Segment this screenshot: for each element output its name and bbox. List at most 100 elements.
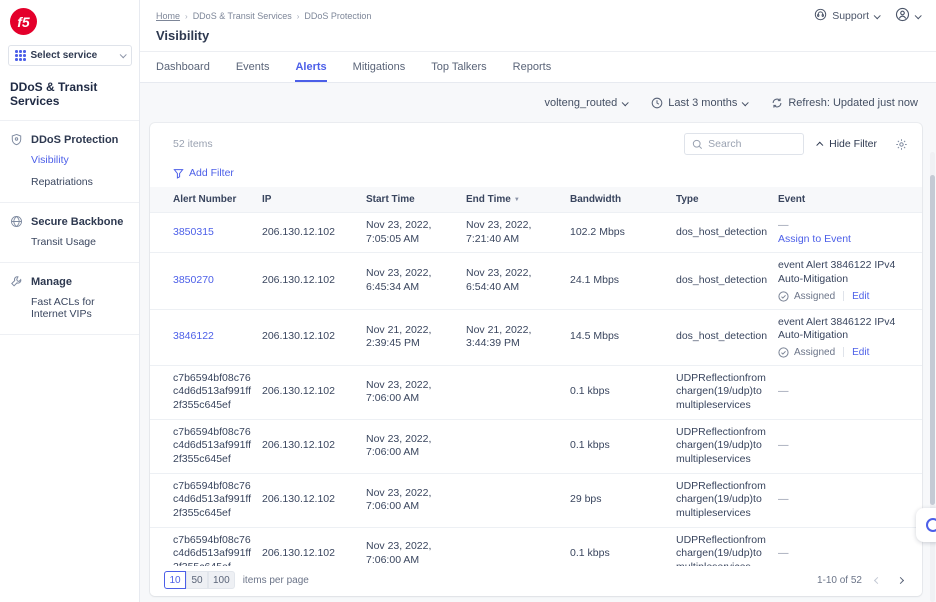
help-widget[interactable] [916, 508, 936, 542]
sidebar-heading-ddos-protection[interactable]: DDoS Protection [0, 130, 139, 149]
select-service-label: Select service [30, 50, 98, 61]
sidebar-section-secure-backbone: Secure Backbone Transit Usage [0, 202, 139, 262]
topbar: Home › DDoS & Transit Services › DDoS Protec… [140, 0, 936, 52]
cell-type: UDPReflectionfromchargen(19/udp)tomultip… [676, 364, 778, 420]
time-range-dropdown[interactable]: Last 3 months [651, 97, 750, 109]
sidebar-item-fast-acls-for-internet-vips[interactable]: Fast ACLs for Internet VIPs [31, 296, 95, 320]
cell-start-time: Nov 23, 2022, 6:45:34 AM [366, 252, 466, 310]
alert-link[interactable]: 3846122 [173, 330, 214, 343]
chevron-up-icon [816, 141, 824, 149]
hide-filter-label: Hide Filter [829, 138, 877, 150]
service-selector-dropdown[interactable]: volteng_routed [544, 97, 630, 109]
table-row: 3850315 206.130.12.102 Nov 23, 2022, 7:05:… [150, 211, 922, 253]
assign-to-event-link[interactable]: Assign to Event [778, 232, 851, 245]
search-box[interactable] [684, 133, 805, 155]
cell-bandwidth: 0.1 kbps [570, 526, 676, 566]
tab-mitigations[interactable]: Mitigations [352, 61, 406, 73]
table-row: c7b6594bf08c76c4d6d513af991ff2f355c645ef… [150, 526, 922, 566]
refresh-button[interactable]: Refresh: Updated just now [771, 97, 918, 109]
refresh-icon [771, 97, 783, 109]
breadcrumb: Home › DDoS & Transit Services › DDoS Protec… [156, 11, 371, 21]
cell-ip: 206.130.12.102 [262, 252, 366, 310]
alert-link[interactable]: 3850315 [173, 225, 214, 238]
cell-event: — [778, 472, 922, 528]
select-service-dropdown[interactable]: Select service [8, 45, 132, 66]
event-dash: — [778, 547, 789, 560]
cell-alert-number: 3846122 [150, 308, 262, 366]
f5-logo[interactable]: f5 [10, 8, 37, 35]
edit-event-link[interactable]: Edit [852, 346, 870, 358]
page-title: Visibility [156, 28, 210, 43]
column-header-type[interactable]: Type [676, 187, 778, 213]
add-filter-button[interactable]: Add Filter [173, 167, 922, 179]
items-count: 52 items [173, 138, 213, 150]
cell-bandwidth: 24.1 Mbps [570, 252, 676, 310]
sort-icon: ▼ [513, 197, 520, 203]
chevron-left-icon [873, 576, 882, 584]
chevron-down-icon [914, 11, 922, 19]
divider [843, 291, 845, 302]
service-selector-value: volteng_routed [544, 97, 618, 109]
cell-alert-number: c7b6594bf08c76c4d6d513af991ff2f355c645ef [150, 526, 262, 566]
page-size-100[interactable]: 100 [208, 571, 235, 589]
sidebar-heading-secure-backbone[interactable]: Secure Backbone [0, 212, 139, 231]
column-header-start-time[interactable]: Start Time [366, 187, 466, 213]
cell-ip: 206.130.12.102 [262, 418, 366, 474]
cell-start-time: Nov 23, 2022, 7:06:00 AM [366, 526, 466, 566]
event-title: event Alert 3846122 IPv4 Auto-Mitigation [778, 315, 896, 342]
prev-page-button[interactable] [870, 576, 885, 585]
sidebar-heading-label: Manage [31, 275, 72, 288]
cell-alert-number: c7b6594bf08c76c4d6d513af991ff2f355c645ef [150, 364, 262, 420]
main-area: Home › DDoS & Transit Services › DDoS Protec… [140, 0, 936, 602]
account-button[interactable] [895, 7, 922, 25]
hide-filter-button[interactable]: Hide Filter [816, 138, 877, 150]
cell-type: dos_host_detection [676, 252, 778, 310]
column-header-event[interactable]: Event [778, 187, 922, 213]
cell-start-time: Nov 23, 2022, 7:06:00 AM [366, 418, 466, 474]
breadcrumb-item-home[interactable]: Home [156, 11, 181, 21]
scrollbar[interactable] [930, 152, 935, 602]
cell-type: UDPReflectionfromchargen(19/udp)tomultip… [676, 472, 778, 528]
clock-icon [651, 97, 663, 109]
alert-link[interactable]: 3850270 [173, 274, 214, 287]
table-row: 3850270 206.130.12.102 Nov 23, 2022, 6:45:… [150, 252, 922, 310]
tab-reports[interactable]: Reports [512, 61, 552, 73]
next-page-button[interactable] [893, 576, 908, 585]
column-header-end-time[interactable]: End Time ▼ [466, 187, 570, 213]
sidebar-item-transit-usage[interactable]: Transit Usage [31, 236, 96, 248]
apps-grid-icon [15, 50, 26, 61]
sidebar-item-repatriations[interactable]: Repatriations [31, 176, 93, 188]
wrench-icon [10, 275, 23, 288]
cell-end-time: Nov 23, 2022, 6:54:40 AM [466, 252, 570, 310]
support-button[interactable]: Support [814, 8, 881, 24]
column-header-ip[interactable]: IP [262, 187, 366, 213]
table-row: 3846122 206.130.12.102 Nov 21, 2022, 2:39:… [150, 308, 922, 366]
cell-bandwidth: 29 bps [570, 472, 676, 528]
tab-top-talkers[interactable]: Top Talkers [431, 61, 487, 73]
search-input[interactable] [708, 138, 797, 150]
table-row: c7b6594bf08c76c4d6d513af991ff2f355c645ef… [150, 472, 922, 528]
shield-icon [10, 133, 23, 146]
alert-id: c7b6594bf08c76c4d6d513af991ff2f355c645ef [173, 371, 252, 412]
table-row: c7b6594bf08c76c4d6d513af991ff2f355c645ef… [150, 364, 922, 420]
edit-event-link[interactable]: Edit [852, 290, 870, 302]
column-header-bandwidth[interactable]: Bandwidth [570, 187, 676, 213]
column-header-alert-number[interactable]: Alert Number [150, 187, 262, 213]
cell-end-time [466, 472, 570, 528]
event-title: event Alert 3846122 IPv4 Auto-Mitigation [778, 259, 896, 285]
page-size-10[interactable]: 10 [164, 571, 186, 589]
alerts-table-wrap: Alert Number IP Start Time End Time ▼ Bandwid… [150, 187, 922, 566]
cell-event: event Alert 3846122 IPv4 Auto-Mitigation… [778, 252, 922, 310]
settings-gear-icon[interactable] [895, 138, 908, 151]
event-dash: — [778, 385, 789, 398]
sidebar-item-visibility[interactable]: Visibility [31, 154, 69, 166]
scrollbar-thumb[interactable] [930, 175, 935, 505]
tab-events[interactable]: Events [235, 61, 270, 73]
page-size-50[interactable]: 50 [186, 571, 208, 589]
tab-alerts[interactable]: Alerts [295, 52, 327, 82]
cell-start-time: Nov 23, 2022, 7:05:05 AM [366, 211, 466, 253]
sidebar-heading-label: DDoS Protection [31, 133, 119, 146]
sidebar-heading-manage[interactable]: Manage [0, 272, 139, 291]
filter-bar: volteng_routed Last 3 months Refresh: Up… [140, 83, 936, 123]
tab-dashboard[interactable]: Dashboard [156, 61, 210, 73]
